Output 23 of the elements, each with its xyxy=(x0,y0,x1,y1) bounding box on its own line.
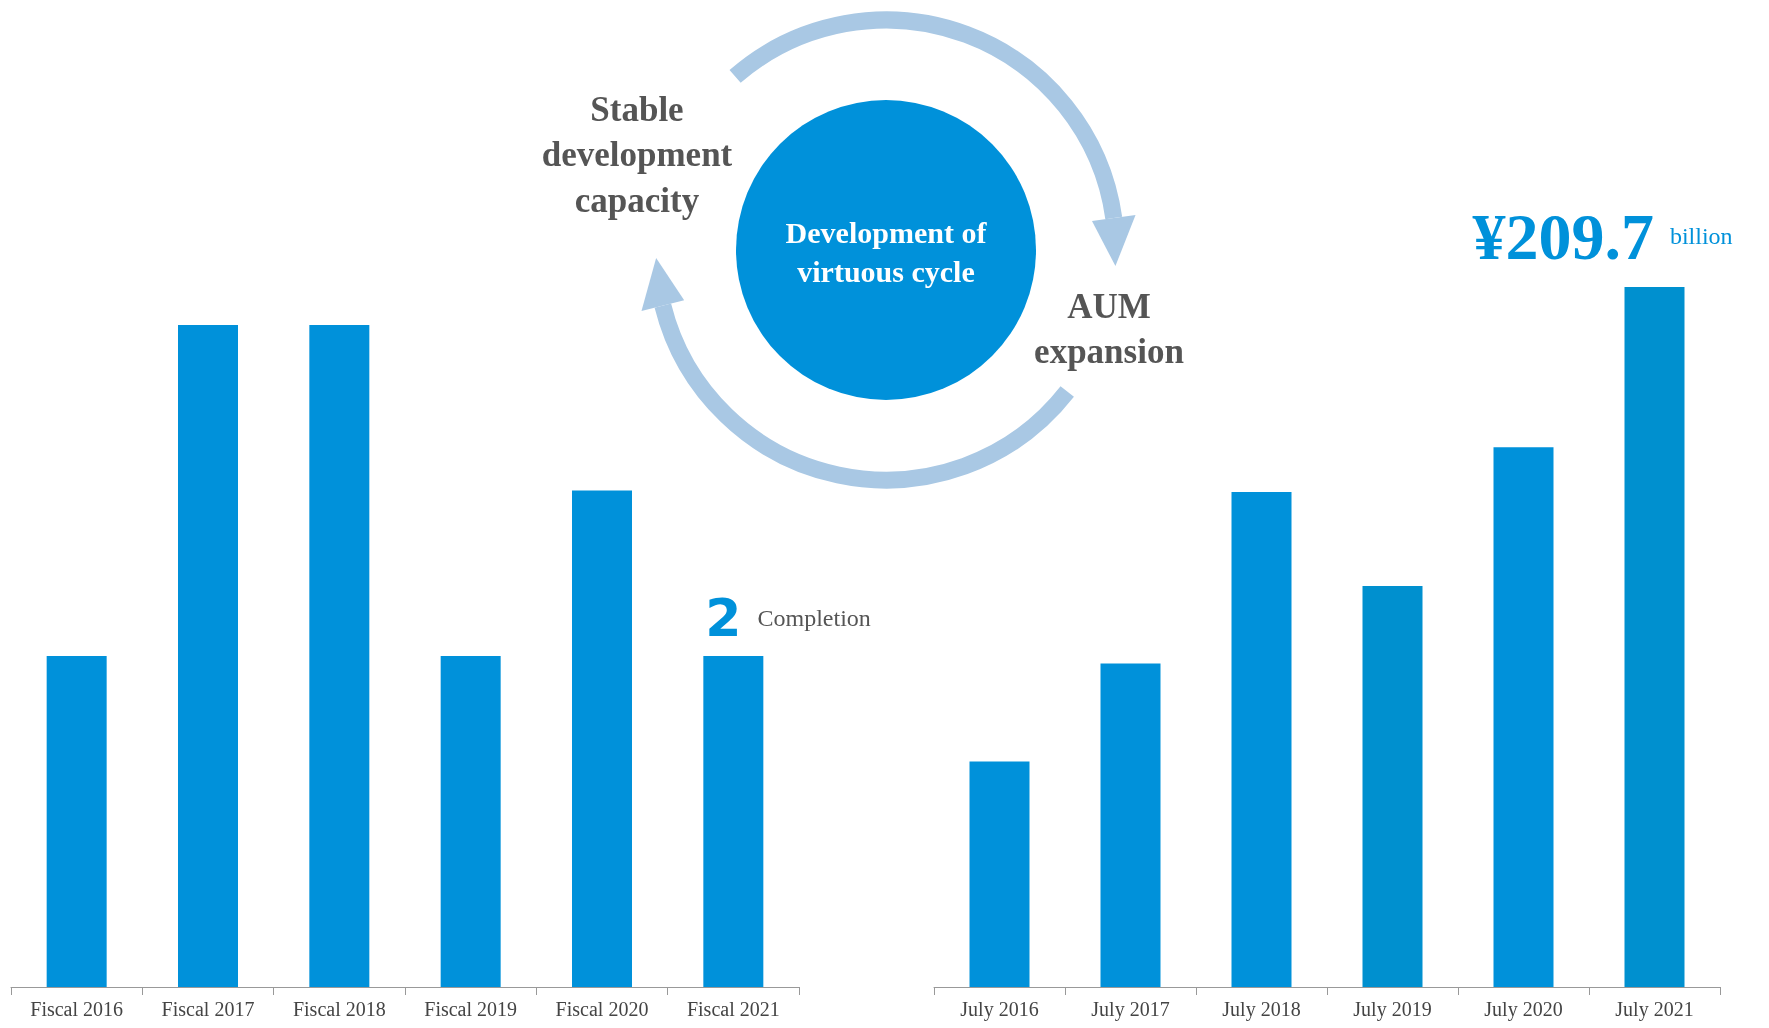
x-tick-label: July 2020 xyxy=(1484,998,1563,1021)
text: Stable development capacity xyxy=(540,88,734,222)
annotation: AUM expansion xyxy=(1033,285,1185,373)
x-tick-label: July 2018 xyxy=(1222,998,1301,1021)
bar xyxy=(1493,447,1554,987)
bar xyxy=(1100,663,1161,987)
x-tick-label: Fiscal 2019 xyxy=(424,998,518,1020)
x-tick-label: Fiscal 2021 xyxy=(686,998,780,1020)
bar xyxy=(1362,585,1423,987)
x-tick-label: Fiscal 2018 xyxy=(292,998,386,1020)
x-tick-label: Fiscal 2016 xyxy=(30,998,124,1020)
x-tick-label: Fiscal 2020 xyxy=(555,998,649,1020)
x-tick-label: July 2021 xyxy=(1615,998,1694,1021)
bar xyxy=(1231,492,1292,987)
annotation: ¥209.7 billion xyxy=(1472,199,1733,273)
bar xyxy=(1624,287,1685,987)
annotation: Development of virtuous cycle xyxy=(784,215,988,290)
bar xyxy=(969,761,1030,987)
x-tick-label: Fiscal 2017 xyxy=(161,998,255,1020)
x-tick-label: July 2019 xyxy=(1353,998,1432,1021)
annotation: 2 Completion xyxy=(705,588,871,648)
x-tick-label: July 2016 xyxy=(960,998,1039,1021)
x-tick-label: July 2017 xyxy=(1091,998,1170,1021)
